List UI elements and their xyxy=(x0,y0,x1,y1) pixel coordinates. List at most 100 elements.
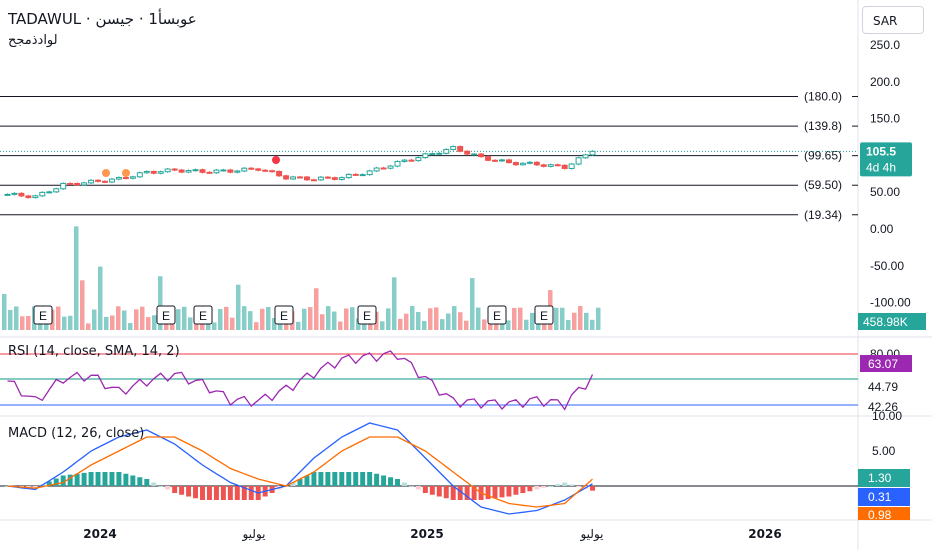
macd-value: 0.31 xyxy=(868,490,892,504)
candle xyxy=(234,170,241,173)
level-label: (139.8) xyxy=(804,119,842,133)
candle xyxy=(129,176,136,179)
candle xyxy=(283,175,290,180)
candle xyxy=(498,159,505,162)
last-price-value: 105.5 xyxy=(866,144,896,158)
macd-histogram-bar xyxy=(95,472,101,486)
macd-histogram-bar xyxy=(25,486,31,488)
volume-bar xyxy=(566,320,571,330)
candle xyxy=(213,169,220,174)
macd-title[interactable]: MACD (12, 26, close) xyxy=(8,426,145,441)
earnings-marker xyxy=(487,305,507,325)
macd-histogram-bar xyxy=(443,486,449,499)
candle xyxy=(457,146,464,152)
volume-bar xyxy=(458,312,463,330)
candle xyxy=(53,188,60,193)
macd-histogram-bar xyxy=(151,482,157,486)
macd-histogram-bar xyxy=(248,486,254,500)
macd-histogram-bar xyxy=(234,486,240,500)
macd-histogram-bar xyxy=(102,472,108,486)
rsi-title[interactable]: RSI (14, close, SMA, 14, 2) xyxy=(8,344,180,359)
volume-bar xyxy=(482,319,487,330)
candle xyxy=(171,168,178,171)
macd-histogram-bar xyxy=(415,486,421,490)
time-axis-label: يوليو xyxy=(579,527,603,542)
candle xyxy=(526,161,533,164)
volume-bar xyxy=(272,317,277,330)
price-tick: 50.00 xyxy=(870,185,900,199)
volume-bar xyxy=(452,306,457,330)
candle xyxy=(575,157,582,165)
rsi-value: 63.07 xyxy=(868,357,898,371)
volume-bar xyxy=(410,306,415,330)
macd-histogram-bar xyxy=(227,486,233,500)
volume-bar xyxy=(260,308,265,330)
candle xyxy=(39,191,46,197)
volume-bar xyxy=(110,315,115,330)
earnings-label: E xyxy=(363,309,371,323)
macd-histogram-bar xyxy=(492,486,498,499)
volume-bar xyxy=(470,278,475,330)
macd-histogram-bar xyxy=(186,486,192,497)
candle xyxy=(46,191,53,194)
volume-bar xyxy=(86,323,91,330)
candle xyxy=(492,159,498,162)
candle xyxy=(317,176,324,181)
candle xyxy=(269,170,276,173)
macd-histogram-bar xyxy=(325,472,331,486)
volume-bar xyxy=(230,317,235,330)
volume-bar xyxy=(338,321,343,330)
volume-bar xyxy=(308,307,313,330)
volume-bar xyxy=(224,306,229,330)
volume-bar xyxy=(518,307,523,330)
macd-histogram-bar xyxy=(388,477,394,486)
macd-histogram-bar xyxy=(137,477,143,486)
candle xyxy=(303,176,310,181)
earnings-label: E xyxy=(493,309,501,323)
candle xyxy=(262,169,269,172)
time-axis-label: 2025 xyxy=(410,527,443,541)
candle xyxy=(380,167,387,170)
currency-button[interactable]: SAR xyxy=(862,6,924,34)
candle xyxy=(4,193,11,196)
volume-bar xyxy=(104,316,109,330)
volume-value: 458.98K xyxy=(863,315,908,329)
level-label: (180.0) xyxy=(804,90,842,104)
volume-bar xyxy=(62,316,67,330)
macd-histogram-bar xyxy=(360,472,366,486)
candle xyxy=(143,170,150,174)
volume-bar xyxy=(152,315,157,330)
macd-histogram-bar xyxy=(123,473,129,486)
time-axis-label: 2024 xyxy=(83,527,116,541)
volume-bar xyxy=(92,309,97,330)
level-label: (99.65) xyxy=(804,149,842,163)
candle xyxy=(540,164,547,167)
candle xyxy=(359,174,366,177)
volume-bar xyxy=(128,323,133,330)
candle xyxy=(95,179,102,182)
macd-histogram-bar xyxy=(374,473,380,486)
volume-bar xyxy=(44,323,49,330)
volume-bar xyxy=(584,312,589,330)
level-label: (19.34) xyxy=(804,208,842,222)
signal-badge xyxy=(858,507,910,520)
candle xyxy=(478,153,485,158)
candle xyxy=(60,182,67,190)
candle xyxy=(547,164,554,167)
candle xyxy=(115,177,122,180)
volume-bar xyxy=(134,309,139,330)
macd-histogram-bar xyxy=(367,472,373,486)
candle xyxy=(192,169,199,172)
candle xyxy=(561,164,568,169)
candle xyxy=(471,153,478,156)
candle xyxy=(241,167,248,172)
volume-bar xyxy=(266,306,271,330)
volume-bar xyxy=(158,276,163,330)
candle xyxy=(345,173,352,179)
dividend-marker xyxy=(122,169,130,177)
candle xyxy=(582,154,589,159)
earnings-label: E xyxy=(199,309,207,323)
level-label: (59.50) xyxy=(804,178,842,192)
candle xyxy=(227,169,234,173)
